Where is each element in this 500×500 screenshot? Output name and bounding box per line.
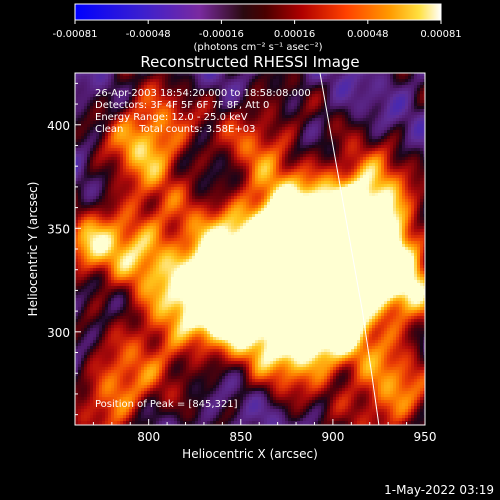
y-tick-label: 400 bbox=[47, 119, 70, 133]
solar-limb-curve bbox=[319, 73, 380, 425]
colorbar-tick-label: -0.00016 bbox=[199, 29, 244, 40]
colorbar-tick-label: -0.00081 bbox=[53, 29, 98, 40]
y-tick-label: 350 bbox=[47, 222, 70, 236]
x-axis-ticks: 800 850 900 950 bbox=[74, 419, 437, 444]
x-tick-label: 900 bbox=[321, 430, 344, 444]
y-tick-label: 300 bbox=[47, 326, 70, 340]
info-line-energy: Energy Range: 12.0 - 25.0 keV bbox=[95, 112, 248, 123]
colorbar-tick-label: -0.00048 bbox=[126, 29, 171, 40]
colorbar-unit-label: (photons cm⁻² s⁻¹ asec⁻²) bbox=[193, 42, 322, 53]
info-line-time: 26-Apr-2003 18:54:20.000 to 18:58:08.000 bbox=[95, 88, 311, 99]
y-axis-ticks: 300 350 400 bbox=[47, 82, 81, 416]
info-line-detectors: Detectors: 3F 4F 5F 6F 7F 8F, Att 0 bbox=[95, 100, 269, 111]
peak-position-label: Position of Peak = [845,321] bbox=[95, 399, 238, 410]
info-line-clean: Clean Total counts: 3.58E+03 bbox=[95, 124, 255, 135]
heatmap-image bbox=[75, 73, 425, 425]
x-tick-label: 950 bbox=[414, 430, 437, 444]
colorbar-tick-label: 0.00048 bbox=[347, 29, 388, 40]
x-tick-label: 800 bbox=[137, 430, 160, 444]
chart-title: Reconstructed RHESSI Image bbox=[140, 53, 359, 71]
footer-timestamp: 1-May-2022 03:19 bbox=[384, 483, 494, 497]
x-tick-label: 850 bbox=[229, 430, 252, 444]
x-axis-label: Heliocentric X (arcsec) bbox=[182, 447, 318, 461]
colorbar-tick-label: 0.00081 bbox=[420, 29, 461, 40]
y-axis-label: Heliocentric Y (arcsec) bbox=[26, 182, 40, 317]
colorbar-tick-label: 0.00016 bbox=[274, 29, 315, 40]
colorbar-ticks: -0.00081 -0.00048 -0.00016 0.00016 0.00048 0.… bbox=[53, 20, 462, 40]
colorbar bbox=[74, 3, 442, 21]
